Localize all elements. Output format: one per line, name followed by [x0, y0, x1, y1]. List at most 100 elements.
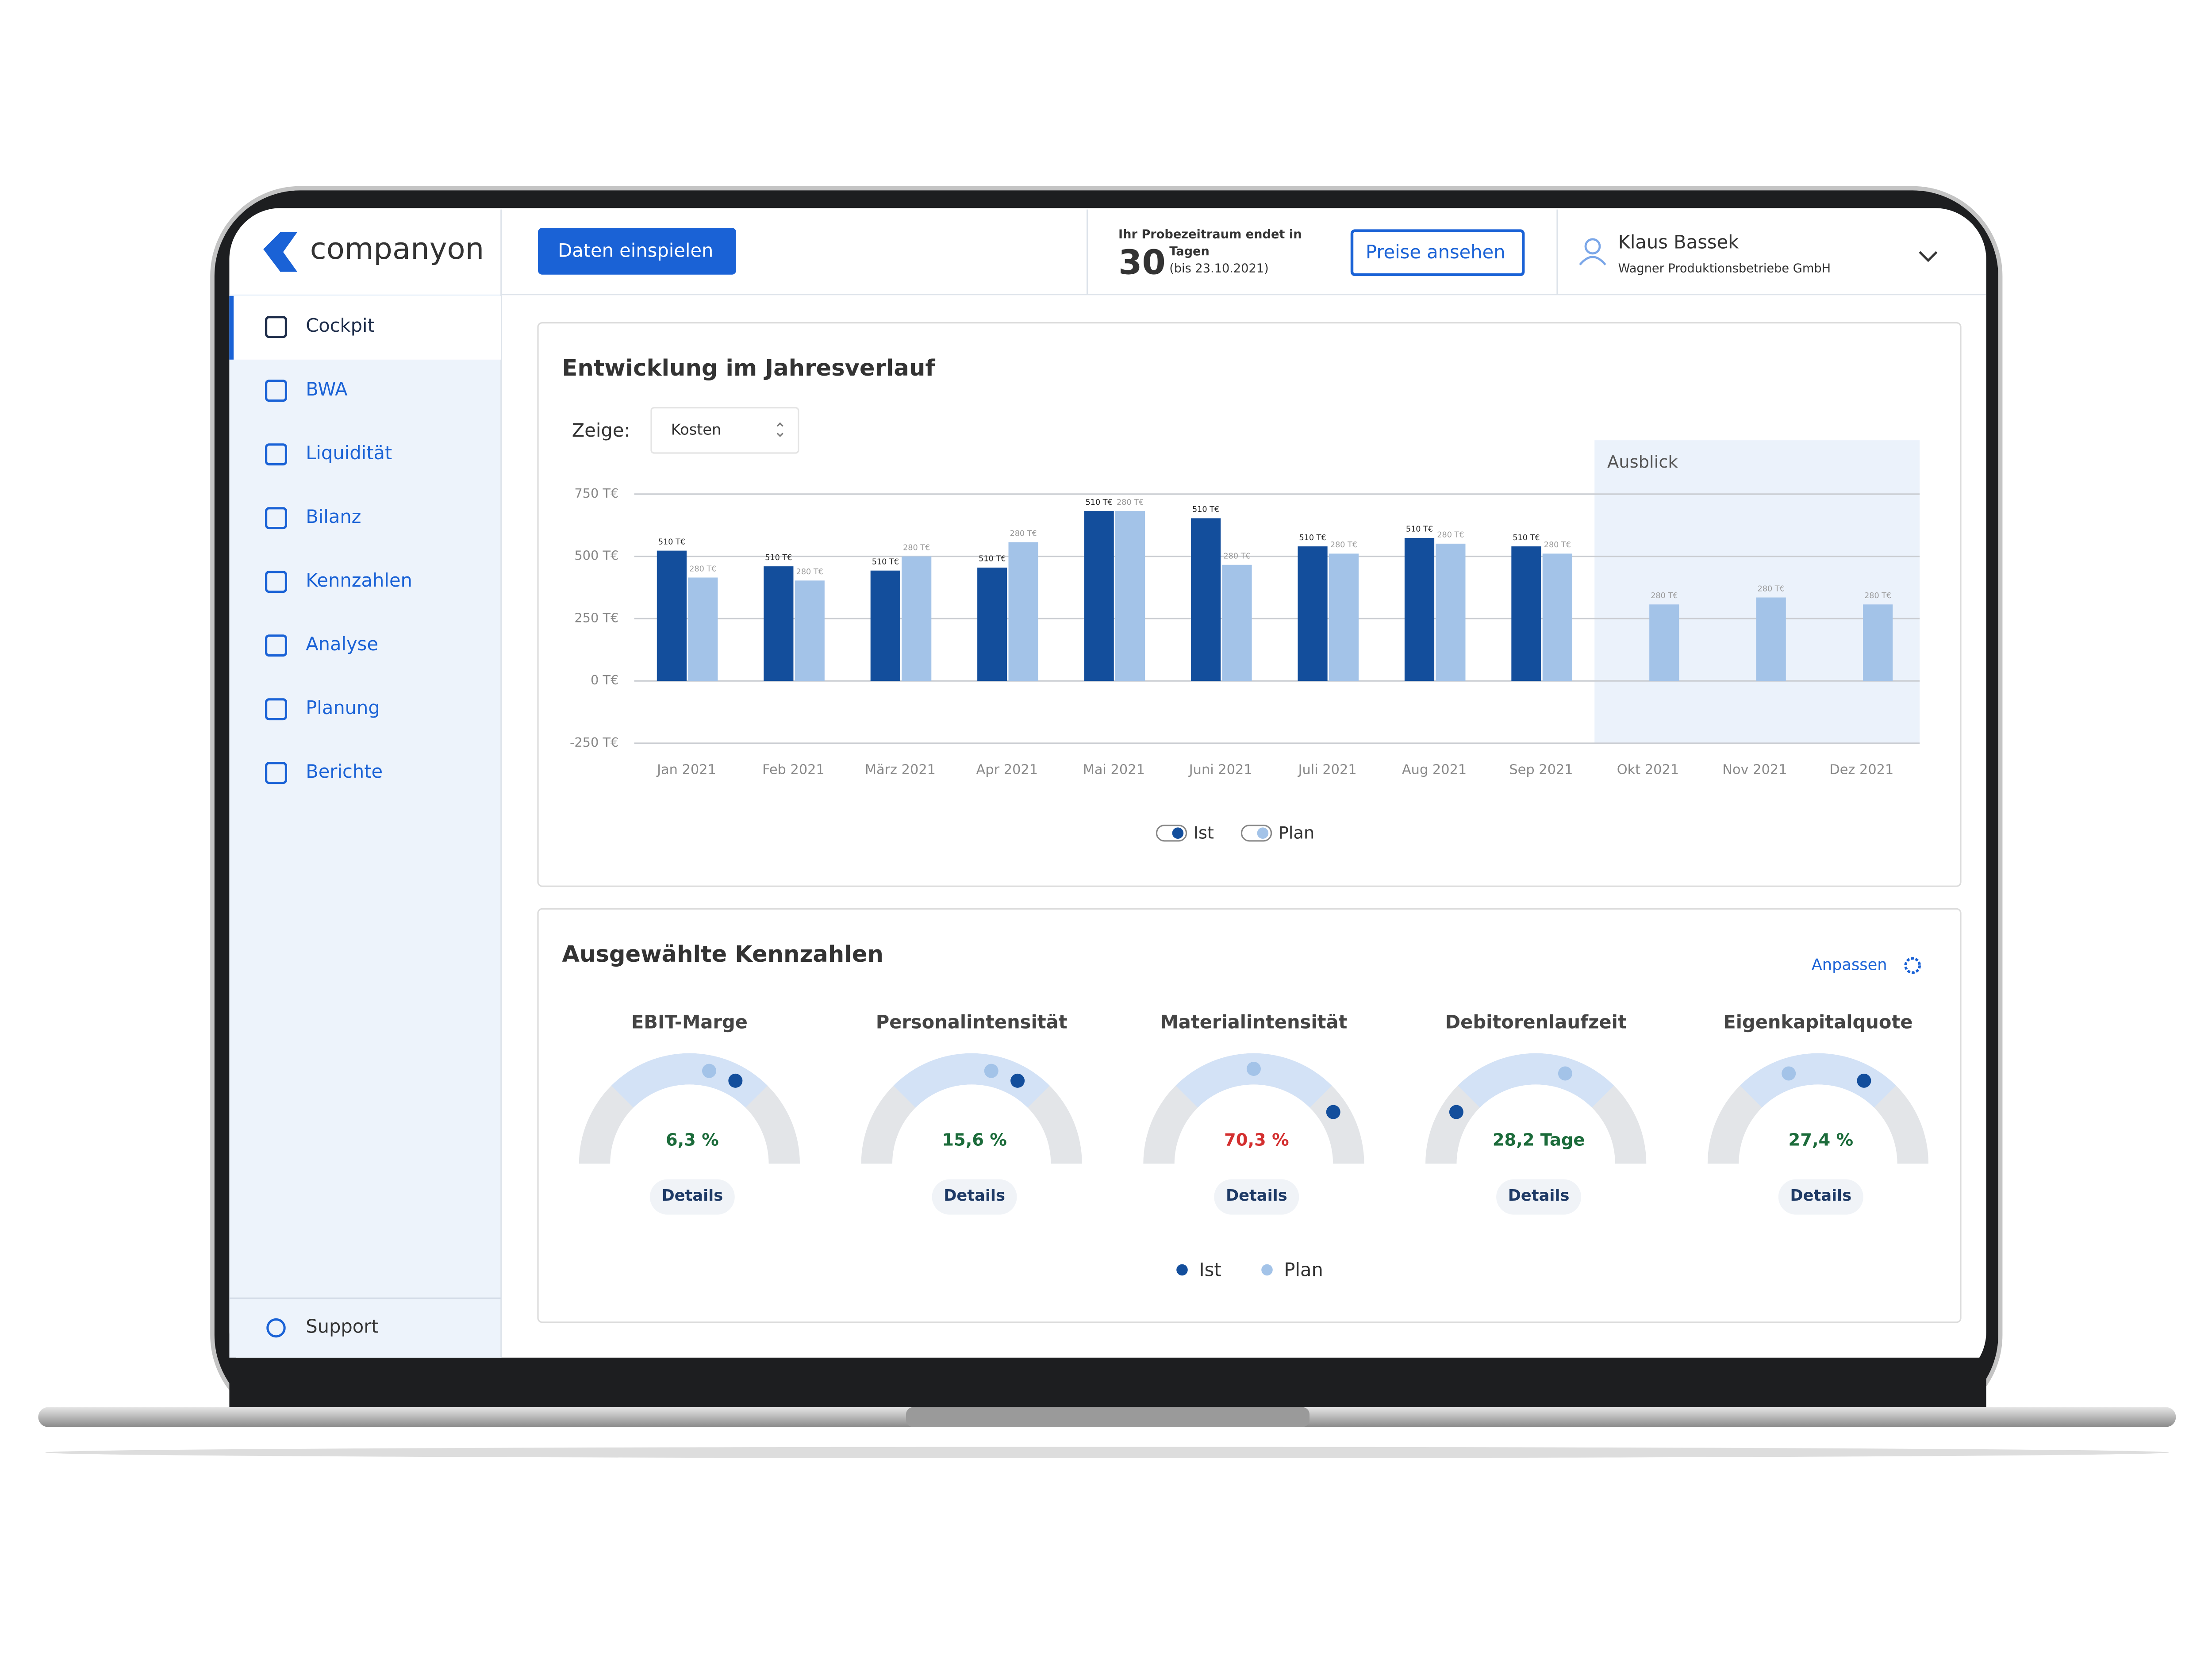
kpi-value: 70,3 % [1224, 1130, 1289, 1150]
gauge-target [893, 1053, 1050, 1108]
bar-label: 510 T€ [1406, 525, 1433, 534]
x-tick-label: Feb 2021 [762, 762, 825, 777]
nav-item[interactable]: Liquidität [306, 442, 392, 464]
kpi-name: Personalintensität [876, 1011, 1068, 1033]
nav-item[interactable]: Kennzahlen [306, 569, 412, 591]
bar [977, 567, 1007, 681]
trial-unit: Tagen [1169, 245, 1210, 258]
bar-label: 280 T€ [796, 568, 823, 576]
bar-label: 280 T€ [1864, 591, 1891, 600]
user-icon [1584, 238, 1601, 255]
details-button[interactable] [1214, 1179, 1299, 1215]
filter-value: Kosten [671, 421, 722, 438]
legend-label: Ist [1199, 1259, 1221, 1281]
bar-label: 280 T€ [1223, 552, 1250, 561]
gauge-target [611, 1053, 768, 1108]
ist-dot [1857, 1073, 1871, 1088]
trial-until: (bis 23.10.2021) [1169, 262, 1269, 276]
details-label: Details [1508, 1187, 1570, 1205]
bar [688, 577, 718, 681]
bar-label: 280 T€ [1758, 584, 1785, 593]
details-button[interactable] [649, 1179, 735, 1215]
nav-icon [265, 316, 287, 338]
nav-icon [265, 507, 287, 530]
import-button[interactable] [538, 228, 736, 275]
ist-dot [1449, 1105, 1463, 1119]
details-button[interactable] [1496, 1179, 1582, 1215]
bar [1084, 511, 1114, 681]
details-label: Details [944, 1187, 1005, 1205]
kpi-value: 27,4 % [1789, 1130, 1854, 1150]
legend-knob [1172, 827, 1184, 839]
gauge-target [1175, 1053, 1332, 1108]
bar [1008, 542, 1038, 681]
nav-item[interactable]: Berichte [306, 760, 383, 782]
user-menu-toggle[interactable] [1919, 251, 1938, 262]
nav-icon [265, 571, 287, 593]
legend-label: Ist [1194, 823, 1214, 843]
bar-label: 280 T€ [689, 565, 716, 573]
support-link[interactable]: Support [306, 1316, 378, 1337]
prices-button[interactable] [1350, 229, 1525, 276]
bar [902, 556, 932, 681]
nav-item[interactable]: Planung [306, 697, 380, 718]
panel-title: Entwicklung im Jahresverlauf [562, 355, 935, 381]
nav-item[interactable]: Cockpit [306, 315, 375, 336]
bar [1756, 597, 1786, 681]
nav-icon [265, 762, 287, 784]
laptop-notch [906, 1407, 1310, 1427]
bar-label: 280 T€ [903, 543, 930, 552]
select-arrows [776, 422, 783, 437]
bar [1298, 546, 1328, 681]
kpi-value: 15,6 % [942, 1130, 1007, 1150]
x-tick-label: Juli 2021 [1298, 762, 1357, 777]
details-button[interactable] [1778, 1179, 1863, 1215]
bar-label: 510 T€ [1086, 498, 1113, 507]
bar-label: 280 T€ [1544, 541, 1571, 549]
bar [795, 580, 825, 681]
screen-bezel [229, 1357, 1986, 1409]
details-label: Details [661, 1187, 723, 1205]
user-name: Klaus Bassek [1618, 231, 1739, 253]
forecast-label: Ausblick [1607, 452, 1678, 472]
customize-link[interactable]: Anpassen [1812, 956, 1887, 974]
user-company: Wagner Produktionsbetriebe GmbH [1618, 262, 1831, 276]
y-tick-label: 750 T€ [574, 486, 618, 501]
bar-label: 510 T€ [1299, 534, 1326, 542]
bar [1191, 518, 1221, 681]
legend-knob [1257, 827, 1269, 839]
bar-label: 510 T€ [1192, 505, 1219, 514]
x-tick-label: Mai 2021 [1083, 762, 1145, 777]
kpi-name: EBIT-Marge [631, 1011, 748, 1033]
nav-icon [265, 443, 287, 466]
nav-item[interactable]: Bilanz [306, 506, 361, 527]
bar [1436, 543, 1466, 681]
y-tick-label: 250 T€ [574, 610, 618, 625]
bar-label: 280 T€ [1437, 531, 1464, 540]
details-button[interactable] [932, 1179, 1017, 1215]
kpi-panel [537, 908, 1962, 1323]
plan-dot [1782, 1066, 1796, 1081]
gauge-target [1740, 1053, 1896, 1108]
bar-label: 510 T€ [658, 538, 685, 546]
plan-dot [1246, 1062, 1261, 1076]
logo-icon [263, 232, 297, 272]
nav-item[interactable]: Analyse [306, 633, 378, 655]
filter-select[interactable] [650, 407, 799, 454]
bar [1649, 604, 1679, 681]
support-icon [266, 1318, 286, 1338]
bar-label: 510 T€ [979, 555, 1006, 564]
x-tick-label: Aug 2021 [1402, 762, 1467, 777]
kpi-value: 28,2 Tage [1493, 1130, 1585, 1150]
plan-dot [984, 1064, 998, 1078]
kpi-name: Eigenkapitalquote [1723, 1011, 1912, 1033]
gauge-target [1458, 1053, 1614, 1108]
bar-label: 510 T€ [872, 558, 899, 567]
panel-title: Ausgewählte Kennzahlen [562, 941, 883, 968]
legend-dot [1176, 1264, 1188, 1276]
x-tick-label: Juni 2021 [1188, 762, 1252, 777]
x-tick-label: Okt 2021 [1617, 762, 1679, 777]
nav-item[interactable]: BWA [306, 378, 348, 400]
